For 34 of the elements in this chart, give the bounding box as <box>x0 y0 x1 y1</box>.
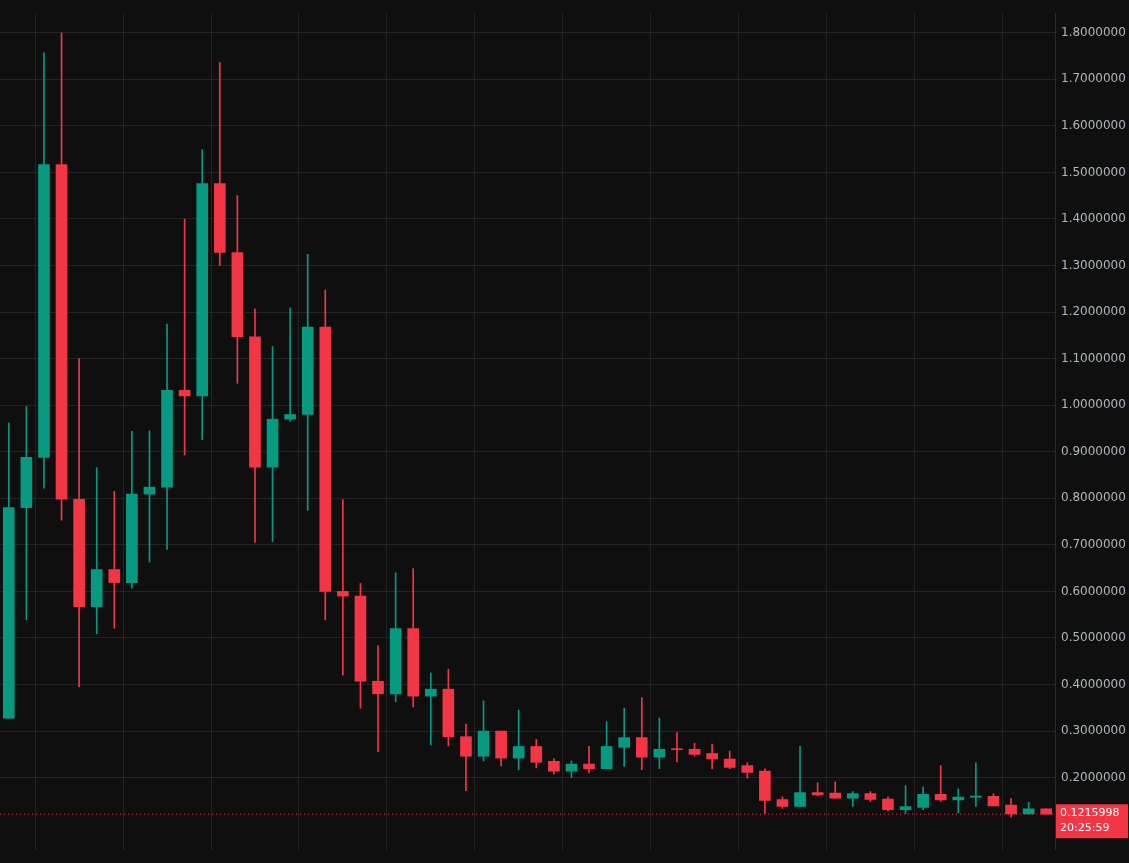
text: 20:25:59 <box>1060 821 1110 834</box>
y-tick-label: 0.7000000 <box>1061 536 1126 551</box>
y-tick-label: 1.7000000 <box>1061 71 1126 86</box>
candlestick <box>108 490 121 629</box>
candlestick <box>952 788 965 814</box>
y-tick-label: 0.9000000 <box>1061 443 1126 458</box>
y-tick-label: 1.8000000 <box>1061 24 1126 39</box>
y-tick-label: 1.2000000 <box>1061 304 1126 319</box>
y-tick-label: 1.1000000 <box>1061 350 1126 365</box>
y-tick-label: 1.4000000 <box>1061 211 1126 226</box>
candlestick <box>970 762 982 807</box>
y-tick-label: 1.5000000 <box>1061 164 1126 179</box>
candlestick <box>618 707 631 767</box>
candlestick <box>284 307 296 422</box>
y-tick-label: 1.3000000 <box>1061 257 1126 272</box>
candlestick <box>583 746 595 774</box>
candlestick <box>337 499 349 676</box>
y-tick-label: 0.6000000 <box>1061 583 1126 598</box>
ref-line-label: 0.1215998 <box>1060 806 1120 819</box>
y-tick-label: 0.5000000 <box>1061 630 1126 645</box>
candlestick <box>934 765 947 802</box>
y-tick-label: 1.6000000 <box>1061 117 1126 132</box>
y-tick-label: 1.0000000 <box>1061 397 1126 412</box>
candlestick <box>706 743 718 770</box>
candlestick <box>424 672 437 746</box>
candlestick <box>794 746 806 807</box>
y-tick-label: 0.2000000 <box>1061 769 1126 784</box>
candlestick <box>512 709 525 771</box>
y-tick-label: 0.3000000 <box>1061 723 1126 738</box>
y-tick-label: 0.8000000 <box>1061 490 1126 505</box>
candlestick <box>90 467 103 635</box>
candlestick <box>671 732 683 763</box>
candlestick <box>372 645 384 752</box>
y-tick-label: 0.4000000 <box>1061 676 1126 691</box>
